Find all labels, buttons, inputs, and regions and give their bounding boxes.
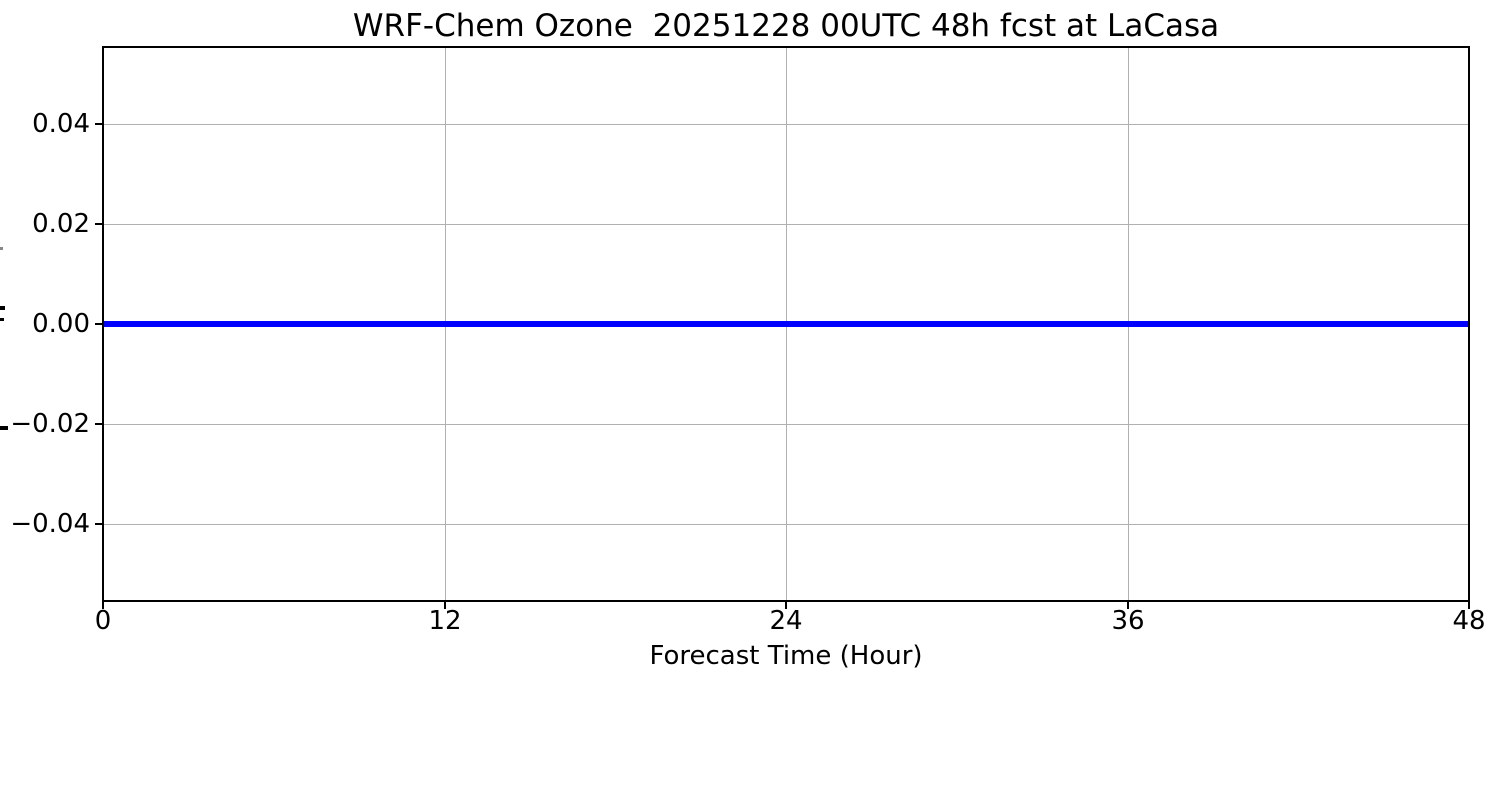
- chart-title: WRF-Chem Ozone 20251228 00UTC 48h fcst a…: [352, 8, 1220, 44]
- y-gridline: [103, 524, 1469, 525]
- y-tick-label: 0.02: [32, 209, 90, 239]
- y-axis-label-fragment: [0, 247, 3, 250]
- x-tick: [1127, 602, 1129, 609]
- x-tick: [444, 602, 446, 609]
- y-axis-label-fragment: [0, 306, 5, 310]
- x-axis-label: Forecast Time (Hour): [649, 641, 923, 671]
- y-gridline: [103, 424, 1469, 425]
- y-axis-label-fragment: [0, 426, 8, 430]
- x-tick: [1468, 602, 1470, 609]
- y-tick-label: −0.04: [10, 509, 90, 539]
- y-tick: [95, 123, 103, 125]
- y-gridline: [103, 124, 1469, 125]
- x-tick-label: 36: [1111, 606, 1145, 636]
- x-tick: [785, 602, 787, 609]
- plot-area: [102, 46, 1470, 602]
- x-tick-label: 0: [94, 606, 112, 636]
- x-tick-label: 24: [769, 606, 803, 636]
- y-axis-label-fragment: [0, 318, 4, 321]
- y-tick-label: 0.00: [32, 309, 90, 339]
- y-tick: [95, 323, 103, 325]
- y-tick-label: 0.04: [32, 109, 90, 139]
- x-tick: [102, 602, 104, 609]
- x-tick-label: 48: [1452, 606, 1486, 636]
- y-gridline: [103, 224, 1469, 225]
- y-tick: [95, 223, 103, 225]
- data-line-ozone-forecast: [104, 321, 1469, 327]
- y-tick: [95, 423, 103, 425]
- y-tick-label: −0.02: [10, 409, 90, 439]
- y-tick: [95, 523, 103, 525]
- x-tick-label: 12: [428, 606, 462, 636]
